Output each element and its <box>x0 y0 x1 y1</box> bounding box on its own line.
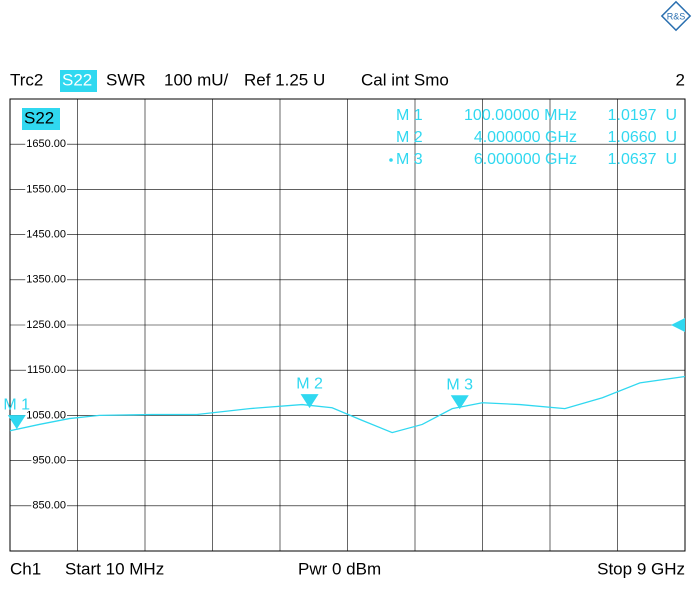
plot-param-badge <box>22 108 60 130</box>
trace-name: Trc2 <box>10 70 43 89</box>
y-tick-label: 1550.00 <box>26 183 66 195</box>
marker-label: M 1 <box>3 396 30 413</box>
y-tick-bg <box>31 454 67 467</box>
active-dot <box>389 158 393 162</box>
table-x: 100.00000 MHz <box>464 107 577 124</box>
y-tick-label: 950.00 <box>32 455 66 467</box>
marker-triangle <box>7 415 26 430</box>
plot-param: S22 <box>24 108 54 127</box>
table-value: 1.0197 U <box>608 107 677 124</box>
y-tick-bg <box>26 364 67 377</box>
param-badge <box>60 70 97 92</box>
y-tick-bg <box>25 409 67 422</box>
table-marker: M 3 <box>396 151 423 168</box>
ref: Ref 1.25 U <box>244 70 325 89</box>
format: SWR <box>106 70 146 89</box>
ref-marker <box>671 318 685 332</box>
param: S22 <box>62 70 92 89</box>
table-value: 1.0637 U <box>608 151 677 168</box>
logo: R&S <box>660 0 692 32</box>
trace <box>9 375 686 434</box>
y-tick-label: 1150.00 <box>27 364 66 376</box>
table-marker: M 1 <box>396 107 423 124</box>
y-tick-label: 1050.00 <box>26 409 66 421</box>
marker-label: M 2 <box>296 375 323 392</box>
table-marker: M 2 <box>396 129 423 146</box>
y-tick-bg <box>25 273 67 286</box>
table-value: 1.0660 U <box>608 129 677 146</box>
svg-text:R&S: R&S <box>667 11 686 21</box>
marker-label: M 3 <box>446 376 473 393</box>
power: Pwr 0 dBm <box>298 559 381 578</box>
cal: Cal int Smo <box>361 70 449 89</box>
window-number: 2 <box>676 70 685 89</box>
table-x: 4.000000 GHz <box>474 129 577 146</box>
y-tick-bg <box>25 138 67 151</box>
y-tick-bg <box>31 499 67 512</box>
marker-triangle <box>300 394 319 409</box>
marker-triangle <box>450 395 469 410</box>
y-tick-label: 850.00 <box>32 500 66 512</box>
table-x: 6.000000 GHz <box>474 151 577 168</box>
y-tick-label: 1350.00 <box>26 274 66 286</box>
y-tick-bg <box>25 318 67 331</box>
start: Start 10 MHz <box>65 559 164 578</box>
stop: Stop 9 GHz <box>597 559 685 578</box>
y-tick-label: 1450.00 <box>26 229 66 241</box>
y-tick-bg <box>25 228 67 241</box>
channel: Ch1 <box>10 559 41 578</box>
y-tick-bg <box>25 183 67 196</box>
y-tick-label: 1250.00 <box>26 319 66 331</box>
y-tick-label: 1650.00 <box>26 138 66 150</box>
scale: 100 mU/ <box>164 70 229 89</box>
